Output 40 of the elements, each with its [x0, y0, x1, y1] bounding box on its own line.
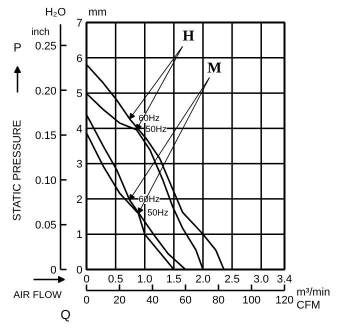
x-tick-label: 2.0 — [195, 274, 211, 286]
text: H₂O — [45, 6, 66, 18]
x-axis-title: m³/min — [296, 286, 330, 298]
y-tick-label: 0 — [76, 264, 83, 276]
text: Q — [60, 307, 71, 322]
x-tick-label: 2.5 — [224, 274, 240, 286]
y-tick-label: 1 — [76, 229, 83, 242]
text: STATIC PRESSURE — [12, 120, 24, 222]
y-tick-label: 7 — [76, 18, 83, 30]
y-tick-label: 4 — [76, 123, 83, 136]
x2-axis-title: CFM — [296, 300, 320, 312]
x-tick-label: 0.5 — [108, 274, 124, 286]
x2-tick-label: 120 — [275, 294, 294, 306]
x-tick-label: 3.0 — [254, 274, 269, 286]
x2-tick-label: 40 — [146, 294, 159, 306]
text: P — [14, 40, 22, 54]
x2-tick-label: 20 — [113, 294, 126, 306]
y2-tick-label: 0 — [50, 264, 57, 276]
text: AIR FLOW — [13, 290, 62, 301]
annotation: M — [207, 60, 222, 76]
y-tick-label: 6 — [76, 52, 83, 65]
y2-tick-label: 0.20 — [35, 85, 57, 98]
y2-tick-label: 0.10 — [35, 174, 57, 187]
y2-tick-label: 0.15 — [35, 130, 57, 142]
x2-tick-label: 80 — [212, 294, 225, 306]
annotation: H — [182, 28, 195, 44]
y2-tick-label: 0.05 — [35, 220, 57, 232]
annotation: 50Hz — [146, 124, 168, 134]
x-tick-label: 1.0 — [137, 274, 152, 286]
x-tick-label: 1.5 — [166, 274, 182, 286]
y-axis-title: mm — [88, 6, 107, 18]
y2-tick-label: 0.25 — [35, 40, 57, 52]
y2-axis-title: inch — [31, 27, 50, 38]
x2-tick-label: 100 — [242, 294, 261, 306]
y-tick-label: 3 — [76, 158, 83, 171]
y-tick-label: 5 — [76, 88, 83, 100]
x2-tick-label: 60 — [179, 294, 192, 306]
y-tick-label: 2 — [76, 194, 83, 206]
annotation: 50Hz — [147, 207, 169, 218]
x-tick-label: 3.4 — [276, 274, 292, 286]
